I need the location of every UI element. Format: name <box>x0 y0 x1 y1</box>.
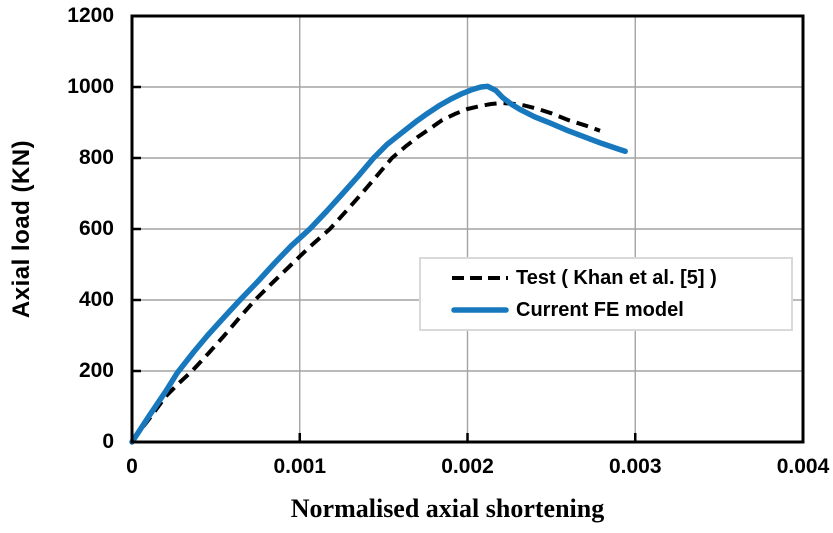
legend-item-test: Test ( Khan et al. [5] ) <box>451 266 791 290</box>
x-tick-label: 0.001 <box>273 455 327 478</box>
dashed-line-sample <box>452 276 508 281</box>
legend-item-fe-model: Current FE model <box>451 298 791 322</box>
legend: Test ( Khan et al. [5] ) Current FE mode… <box>419 257 793 331</box>
y-tick-label: 600 <box>78 217 114 240</box>
y-tick-label: 400 <box>78 288 114 311</box>
solid-line-sample <box>451 306 509 313</box>
series-line-fe-model <box>129 83 628 445</box>
y-tick-label: 1200 <box>67 4 114 27</box>
y-tick-label: 200 <box>78 359 114 382</box>
legend-label-test: Test ( Khan et al. [5] ) <box>516 267 717 290</box>
x-axis-title: Normalised axial shortening <box>290 494 605 523</box>
x-tick-label: 0.003 <box>608 455 662 478</box>
series-line-test <box>130 101 601 444</box>
y-tick-label: 800 <box>78 146 114 169</box>
x-tick-label: 0.004 <box>776 455 830 478</box>
x-tick-label: 0.002 <box>441 455 494 478</box>
legend-label-fe-model: Current FE model <box>516 298 684 321</box>
y-tick-label: 1000 <box>67 75 114 98</box>
x-tick-label: 0 <box>126 455 138 478</box>
y-tick-label: 0 <box>102 430 114 453</box>
